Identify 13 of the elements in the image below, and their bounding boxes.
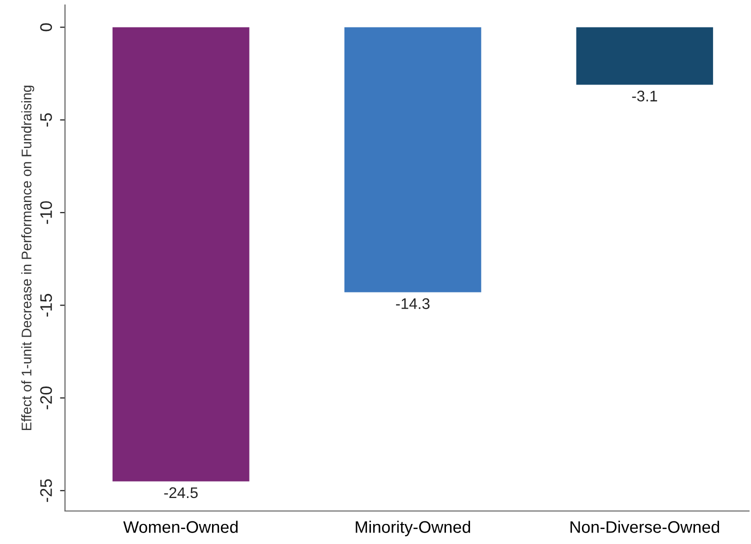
y-axis-title: Effect of 1-unit Decrease in Performance on Fundraising: [21, 86, 34, 430]
x-tick-label: Non-Diverse-Owned: [570, 520, 720, 533]
x-tick-label: Women-Owned: [123, 520, 238, 533]
y-tick-label: -25: [40, 479, 52, 502]
data-label: -3.1: [632, 90, 658, 102]
data-label: -24.5: [164, 487, 198, 498]
x-tick-label: Minority-Owned: [356, 520, 470, 536]
y-tick-label: 0: [40, 23, 52, 32]
y-tick-label: -15: [40, 294, 52, 317]
y-tick-label: -10: [40, 201, 52, 224]
y-tick-label: -5: [40, 113, 52, 127]
y-tick-label: -20: [40, 386, 52, 410]
data-label: -14.3: [396, 298, 430, 310]
